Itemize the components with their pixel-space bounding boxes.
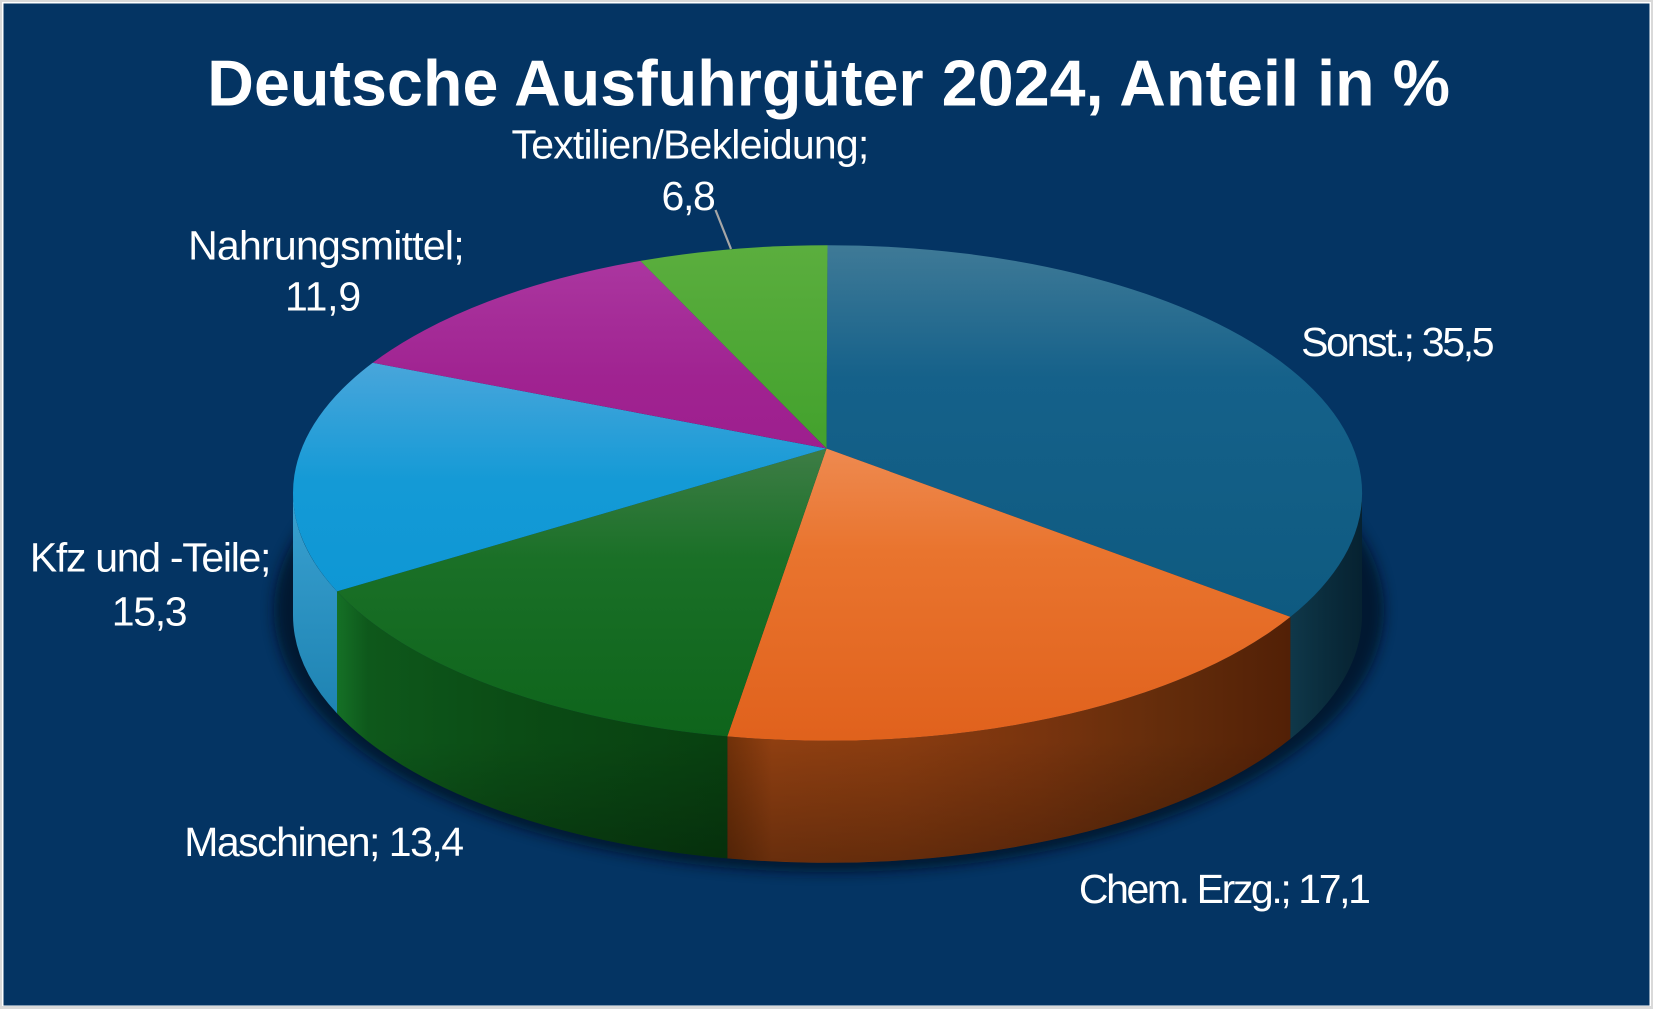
svg-text:Maschinen; 13,4: Maschinen; 13,4 xyxy=(184,819,463,865)
svg-text:Deutsche Ausfuhrgüter 2024, An: Deutsche Ausfuhrgüter 2024, Anteil in % xyxy=(207,48,1450,120)
svg-text:11,9: 11,9 xyxy=(285,274,361,320)
svg-text:15,3: 15,3 xyxy=(112,588,187,634)
svg-text:Textilien/Bekleidung;: Textilien/Bekleidung; xyxy=(512,122,869,168)
svg-text:Kfz und -Teile;: Kfz und -Teile; xyxy=(30,535,270,581)
svg-text:Sonst.; 35,5: Sonst.; 35,5 xyxy=(1301,319,1494,365)
svg-text:Chem. Erzg.; 17,1: Chem. Erzg.; 17,1 xyxy=(1079,866,1369,912)
svg-text:6,8: 6,8 xyxy=(661,173,715,219)
svg-text:Nahrungsmittel;: Nahrungsmittel; xyxy=(188,223,464,269)
